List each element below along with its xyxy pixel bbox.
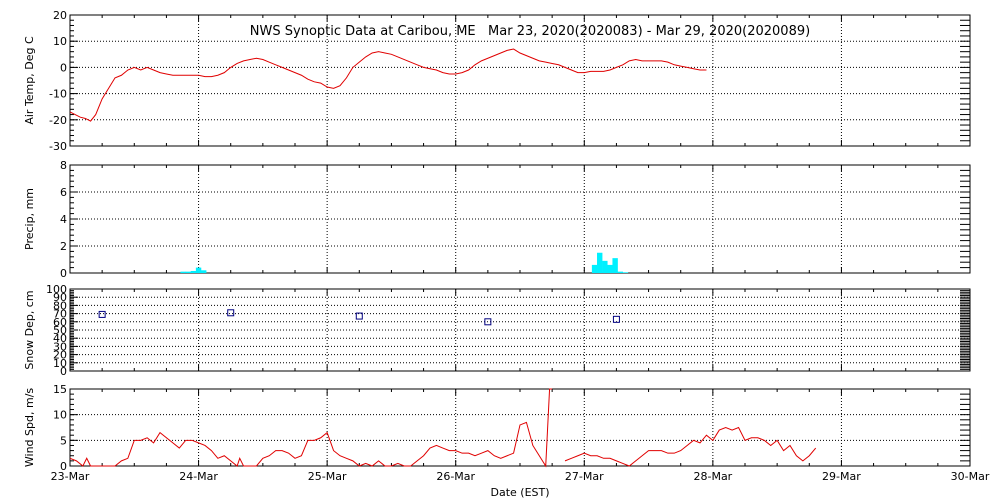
temp-ytick-label: -20 bbox=[49, 114, 67, 127]
x-tick-label: 28-Mar bbox=[693, 470, 732, 483]
precip-panel: 0 2 4 6 8 Precip, mm bbox=[23, 159, 971, 280]
snow-y-axis-label: Snow Dep, cm bbox=[23, 290, 36, 369]
precip-bar bbox=[185, 271, 191, 273]
snow-depth-marker bbox=[612, 315, 620, 323]
snow-ytick-label: 30 bbox=[53, 340, 67, 353]
snow-ytick-label: 40 bbox=[53, 332, 67, 345]
wind-ytick-label: 5 bbox=[60, 434, 67, 447]
precip-ytick-label: 4 bbox=[60, 213, 67, 226]
wind-y-axis-label: Wind Spd, m/s bbox=[23, 388, 36, 468]
wind-series-line bbox=[69, 388, 553, 468]
snow-ytick-label: 20 bbox=[53, 349, 67, 362]
snow-depth-marker bbox=[484, 318, 492, 326]
precip-ytick-label: 0 bbox=[60, 267, 67, 280]
wind-panel: 0 5 10 15 Wind Spd, m/s 23-Mar 24-Mar 25-Mar 26-… bbox=[23, 383, 990, 483]
temp-y-axis-label: Air Temp, Deg C bbox=[23, 36, 36, 125]
wind-ytick-label: 15 bbox=[53, 383, 67, 396]
x-tick-label: 25-Mar bbox=[308, 470, 347, 483]
temp-ytick-label: 0 bbox=[60, 61, 67, 74]
snow-ytick-label: 0 bbox=[60, 365, 67, 378]
precip-bar bbox=[195, 267, 202, 273]
snow-depth-marker bbox=[227, 309, 235, 317]
snow-ytick-label: 50 bbox=[53, 324, 67, 337]
x-tick-label: 30-Mar bbox=[951, 470, 990, 483]
precip-bar bbox=[622, 272, 629, 273]
temp-ytick-label: -30 bbox=[49, 140, 67, 153]
x-tick-label: 24-Mar bbox=[179, 470, 218, 483]
chart-title: NWS Synoptic Data at Caribou, ME Mar 23,… bbox=[250, 24, 810, 39]
temp-panel: -30 -20 -10 0 10 20 Air Temp, Deg C bbox=[23, 9, 971, 153]
snow-depth-marker bbox=[98, 310, 106, 318]
precip-bar bbox=[607, 264, 613, 273]
snow-ytick-label: 100 bbox=[46, 283, 67, 296]
snow-ytick-label: 10 bbox=[53, 357, 67, 370]
precip-bar bbox=[190, 270, 197, 273]
precip-bar bbox=[597, 252, 603, 273]
precip-ytick-label: 2 bbox=[60, 240, 67, 253]
precip-bar bbox=[180, 271, 186, 273]
precip-ytick-label: 6 bbox=[60, 186, 67, 199]
x-axis-label: Date (EST) bbox=[490, 486, 549, 499]
snow-ytick-label: 70 bbox=[53, 308, 67, 321]
x-tick-label: 29-Mar bbox=[822, 470, 861, 483]
temp-ytick-label: 10 bbox=[53, 35, 67, 48]
precip-bar bbox=[201, 270, 207, 273]
temp-ytick-label: -10 bbox=[49, 88, 67, 101]
precip-bar bbox=[602, 260, 608, 273]
snow-ytick-label: 80 bbox=[53, 299, 67, 312]
snow-ytick-label: 60 bbox=[53, 316, 67, 329]
precip-bar bbox=[591, 264, 598, 273]
wind-frame bbox=[69, 388, 971, 467]
precip-bar bbox=[617, 271, 623, 273]
snow-ytick-label: 90 bbox=[53, 291, 67, 304]
precip-ytick-label: 8 bbox=[60, 159, 67, 172]
x-tick-label: 26-Mar bbox=[436, 470, 475, 483]
snow-depth-marker bbox=[355, 312, 363, 320]
temp-ytick-label: 20 bbox=[53, 9, 67, 22]
precip-y-axis-label: Precip, mm bbox=[23, 188, 36, 250]
wind-series-line bbox=[564, 426, 817, 467]
x-tick-label: 23-Mar bbox=[51, 470, 90, 483]
wind-ytick-label: 0 bbox=[60, 460, 67, 473]
wind-ytick-label: 10 bbox=[53, 409, 67, 422]
temp-series-line bbox=[69, 48, 707, 122]
x-tick-label: 27-Mar bbox=[565, 470, 604, 483]
precip-bar bbox=[612, 258, 618, 273]
